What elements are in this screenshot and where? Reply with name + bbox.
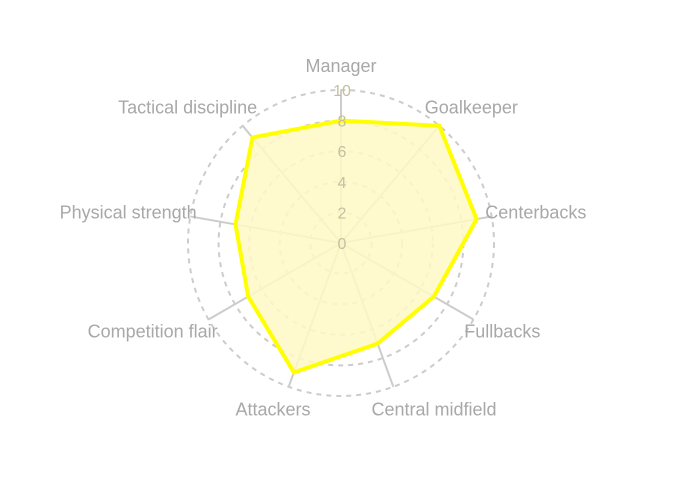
data-point-5 [291,370,296,375]
data-area [233,118,479,375]
data-point-2 [474,217,479,222]
axis-label-goalkeeper: Goalkeeper [425,97,518,117]
data-area-layer [233,118,479,375]
axis-label-tactical-discipline: Tactical discipline [118,97,257,117]
axis-label-attackers: Attackers [235,399,310,419]
axis-label-central-midfield: Central midfield [372,399,497,419]
data-point-3 [431,294,436,299]
data-point-1 [437,123,442,128]
tick-label-4: 4 [338,175,347,192]
axis-label-fullbacks: Fullbacks [464,322,540,342]
data-point-0 [339,118,343,123]
data-point-8 [250,135,255,140]
tick-label-2: 2 [338,205,347,222]
tick-label-10: 10 [333,83,351,100]
axis-label-manager: Manager [305,56,376,76]
axis-label-centerbacks: Centerbacks [485,202,586,222]
axis-label-competition-flair: Competition flair [88,322,218,342]
data-point-7 [233,222,238,227]
data-point-6 [246,294,251,299]
tick-label-8: 8 [338,114,347,131]
axis-label-layer: Manager Goalkeeper Centerbacks Fullbacks Cen… [60,56,587,419]
data-point-4 [375,341,380,346]
tick-label-layer: 0 2 4 6 8 10 [333,83,351,253]
tick-label-0: 0 [338,236,347,253]
tick-label-6: 6 [338,144,347,161]
axis-label-physical-strength: Physical strength [60,202,197,222]
